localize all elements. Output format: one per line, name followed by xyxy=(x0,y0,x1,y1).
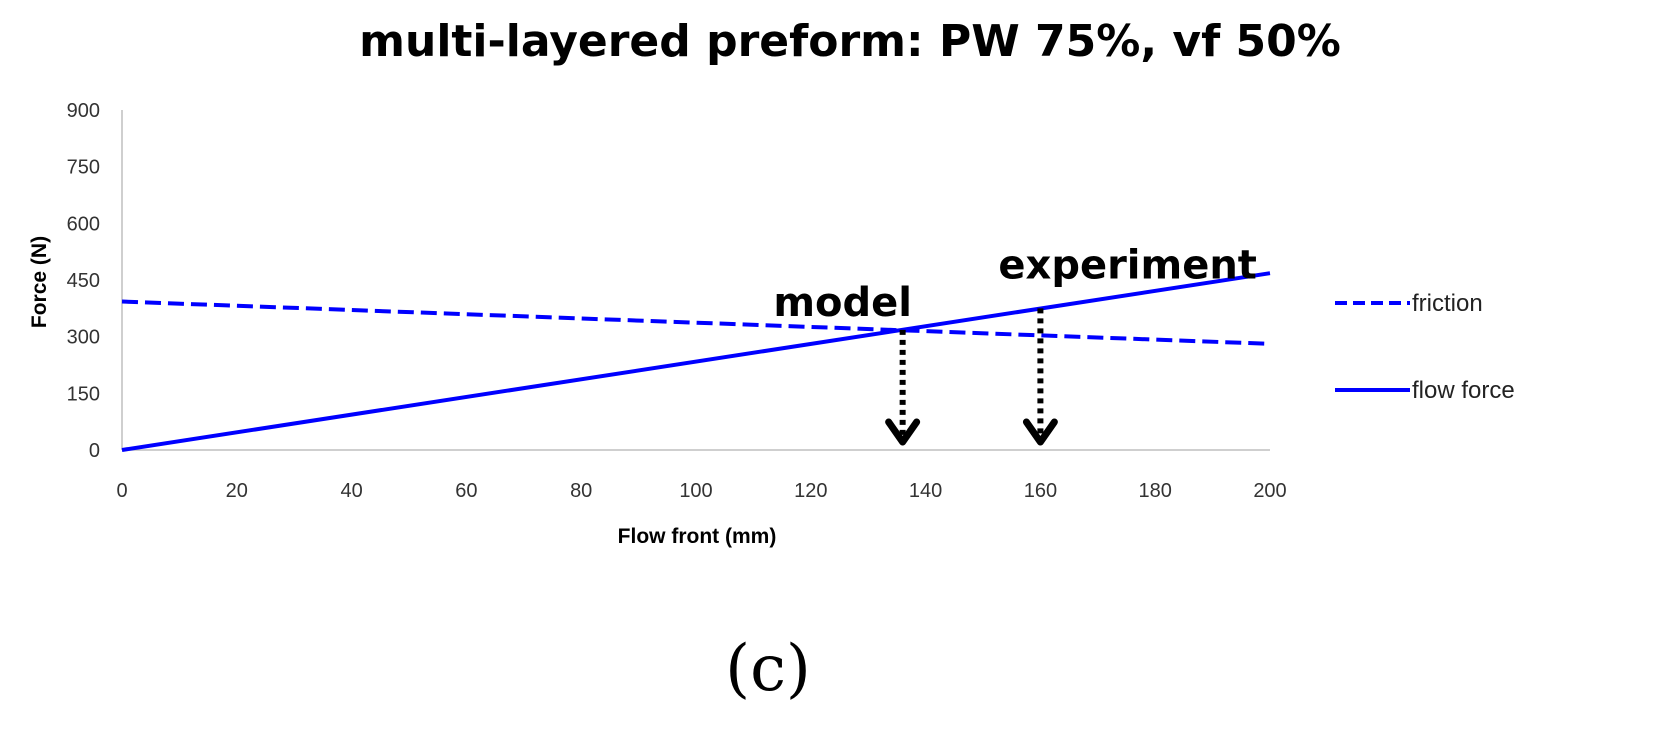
x-tick-label: 180 xyxy=(1139,480,1172,502)
y-tick-labels: 0 150 300 450 600 750 900 xyxy=(67,100,100,462)
annotation-arrowhead-model xyxy=(885,418,921,446)
x-axis-label: Flow front (mm) xyxy=(618,525,777,548)
x-tick-labels: 0 20 40 60 80 100 120 140 160 180 200 xyxy=(116,480,1286,502)
annotation-label-model: model xyxy=(773,280,912,326)
y-axis-label: Force (N) xyxy=(28,236,51,328)
panel-label: (c) xyxy=(725,632,811,706)
y-tick-label: 900 xyxy=(67,100,100,122)
x-tick-label: 120 xyxy=(794,480,827,502)
series-lines xyxy=(121,271,1271,452)
x-tick-label: 100 xyxy=(679,480,712,502)
chart-title: multi-layered preform: PW 75%, vf 50% xyxy=(359,16,1341,67)
x-tick-label: 160 xyxy=(1024,480,1057,502)
y-tick-label: 0 xyxy=(89,440,100,462)
x-tick-label: 20 xyxy=(226,480,248,502)
x-tick-label: 140 xyxy=(909,480,942,502)
legend: friction flow force xyxy=(1335,290,1515,404)
y-tick-label: 300 xyxy=(67,327,100,349)
y-tick-label: 600 xyxy=(67,213,100,235)
x-tick-label: 0 xyxy=(116,480,127,502)
y-tick-label: 450 xyxy=(67,270,100,292)
annotation-arrowhead-experiment xyxy=(1022,418,1058,446)
y-tick-label: 150 xyxy=(67,383,100,405)
x-tick-label: 60 xyxy=(455,480,477,502)
legend-label-flow-force: flow force xyxy=(1412,377,1515,404)
series-line-friction xyxy=(121,299,1271,346)
annotations: model experiment xyxy=(773,242,1257,446)
annotation-label-experiment: experiment xyxy=(998,242,1257,288)
y-tick-label: 750 xyxy=(67,157,100,179)
x-tick-label: 200 xyxy=(1253,480,1286,502)
x-tick-label: 80 xyxy=(570,480,592,502)
x-tick-label: 40 xyxy=(340,480,362,502)
legend-label-friction: friction xyxy=(1412,290,1483,317)
series-line-flow-force xyxy=(121,271,1271,452)
